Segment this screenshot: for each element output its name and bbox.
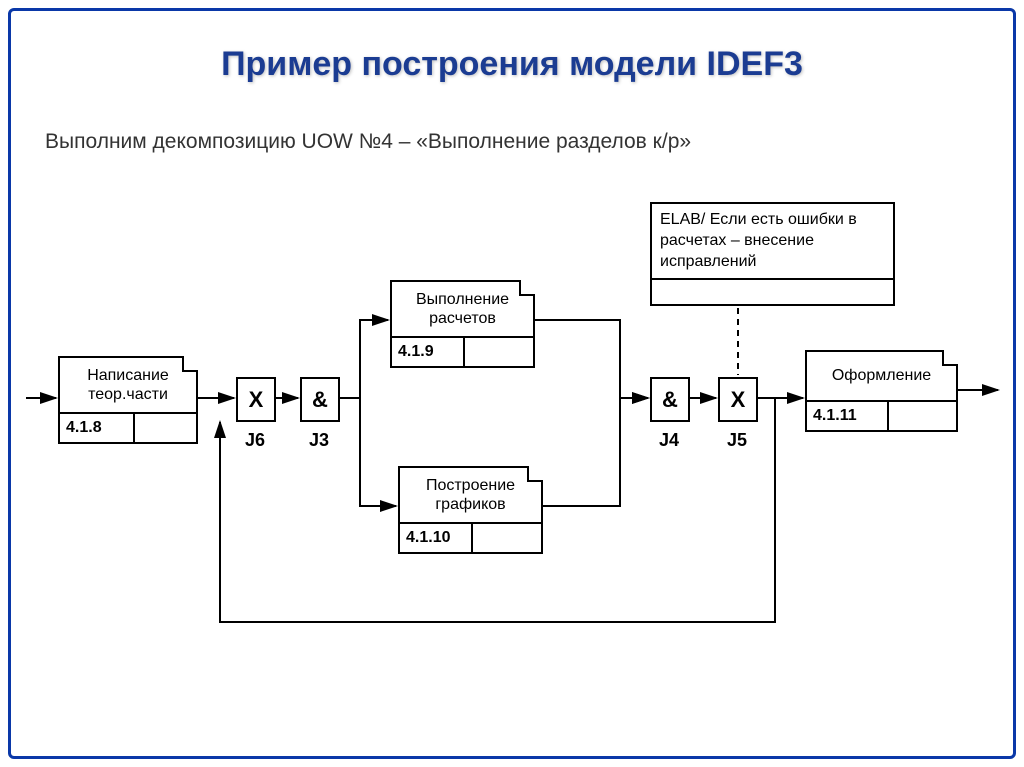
junction-label-j3: J3: [309, 430, 329, 451]
uow-4-1-10: Построение графиков 4.1.10: [398, 466, 543, 554]
corner-icon: [527, 466, 543, 482]
uow-4-1-11: Оформление 4.1.11: [805, 350, 958, 432]
uow-id: 4.1.11: [807, 402, 889, 430]
uow-label: Построение графиков: [400, 468, 541, 524]
junction-j5: X: [718, 377, 758, 422]
uow-4-1-8: Написание теор.части 4.1.8: [58, 356, 198, 444]
uow-label: Оформление: [807, 352, 956, 402]
corner-icon: [942, 350, 958, 366]
junction-symbol: &: [312, 387, 328, 413]
uow-4-1-9: Выполнение расчетов 4.1.9: [390, 280, 535, 368]
uow-empty: [135, 414, 196, 442]
uow-label: Выполнение расчетов: [392, 282, 533, 338]
junction-symbol: &: [662, 387, 678, 413]
uow-label: Написание теор.части: [60, 358, 196, 414]
corner-icon: [182, 356, 198, 372]
slide-subtitle: Выполним декомпозицию UOW №4 – «Выполнен…: [45, 130, 691, 154]
elab-note: ELAB/ Если есть ошибки в расчетах – внес…: [650, 202, 895, 306]
elab-footer: [652, 280, 893, 304]
slide-title: Пример построения модели IDEF3: [0, 45, 1024, 84]
junction-label-j4: J4: [659, 430, 679, 451]
diagram-area: ELAB/ Если есть ошибки в расчетах – внес…: [20, 190, 1004, 747]
uow-empty: [473, 524, 541, 552]
corner-icon: [519, 280, 535, 296]
junction-symbol: X: [731, 387, 746, 413]
uow-id: 4.1.9: [392, 338, 465, 366]
uow-id: 4.1.10: [400, 524, 473, 552]
junction-j4: &: [650, 377, 690, 422]
junction-j6: X: [236, 377, 276, 422]
junction-symbol: X: [249, 387, 264, 413]
uow-empty: [465, 338, 533, 366]
elab-text: ELAB/ Если есть ошибки в расчетах – внес…: [652, 204, 893, 280]
uow-empty: [889, 402, 956, 430]
junction-j3: &: [300, 377, 340, 422]
uow-id: 4.1.8: [60, 414, 135, 442]
junction-label-j5: J5: [727, 430, 747, 451]
junction-label-j6: J6: [245, 430, 265, 451]
